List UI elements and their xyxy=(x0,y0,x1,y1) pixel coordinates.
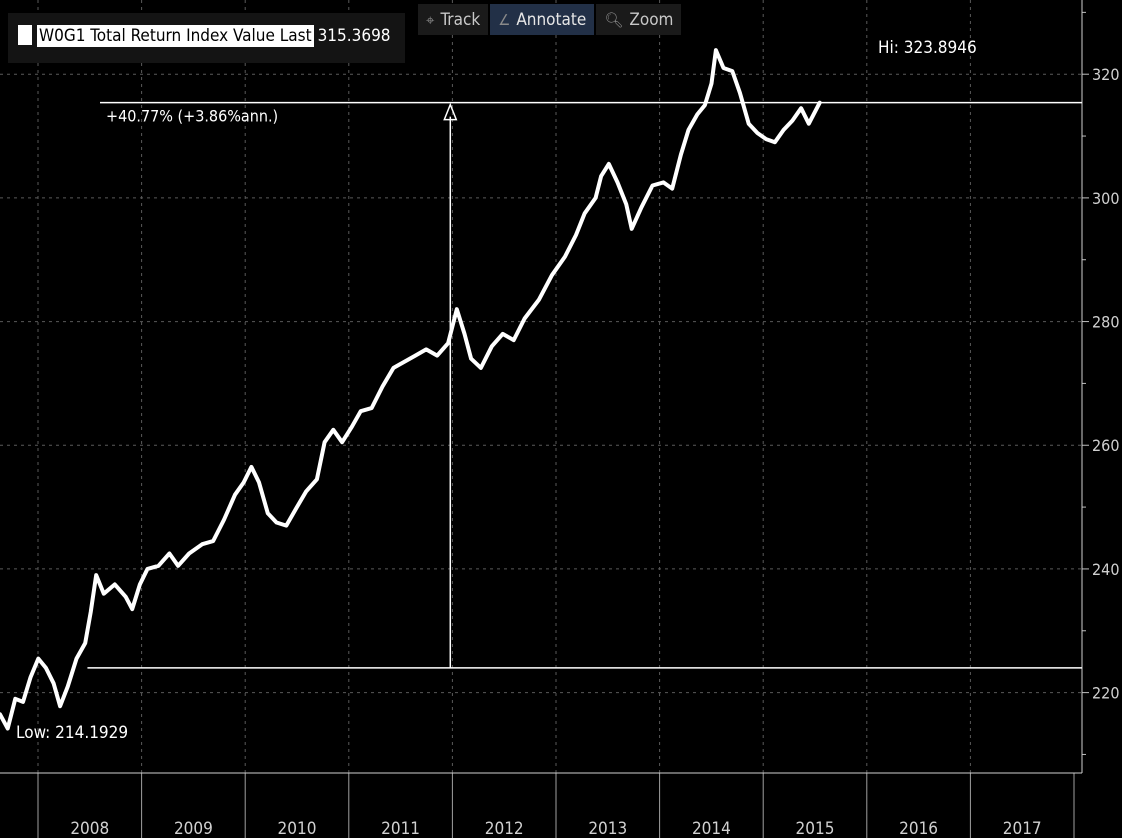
pencil-icon: ∠ xyxy=(498,10,511,29)
x-tick-label-2016: 2016 xyxy=(899,819,938,838)
high-label: Hi: 323.8946 xyxy=(878,38,977,58)
legend: W0G1 Total Return Index Value Last 315.3… xyxy=(8,13,405,63)
zoom-button[interactable]: 🔍︎ Zoom xyxy=(596,4,682,35)
grid-layer xyxy=(0,0,1082,773)
x-tick-label-2015: 2015 xyxy=(796,819,835,838)
x-tick-label-2014: 2014 xyxy=(692,819,731,838)
y-tick-label-300: 300 xyxy=(1092,189,1119,208)
y-tick-label-320: 320 xyxy=(1092,65,1119,84)
legend-last-value: 315.3698 xyxy=(317,26,391,46)
y-tick-label-280: 280 xyxy=(1092,313,1119,332)
x-tick-label-2010: 2010 xyxy=(278,819,317,838)
x-tick-label-2017: 2017 xyxy=(1003,819,1042,838)
y-tick-label-260: 260 xyxy=(1092,436,1119,455)
legend-series-name: W0G1 Total Return Index Value Last xyxy=(37,25,314,47)
crosshair-icon: ⌖ xyxy=(426,10,435,29)
x-tick-label-2013: 2013 xyxy=(588,819,627,838)
change-arrow-head xyxy=(443,102,458,121)
zoom-label: Zoom xyxy=(629,9,674,30)
x-tick-label-2009: 2009 xyxy=(174,819,213,838)
low-label: Low: 214.1929 xyxy=(16,723,128,743)
track-button[interactable]: ⌖ Track xyxy=(418,4,489,35)
series-line xyxy=(0,48,822,731)
label-layer: +40.77% (+3.86%ann.) Hi: 323.8946 Low: 214… xyxy=(16,38,977,743)
x-tick-label-2011: 2011 xyxy=(381,819,420,838)
annotation-layer xyxy=(87,101,1082,669)
track-label: Track xyxy=(440,9,481,30)
y-tick-label-220: 220 xyxy=(1092,684,1119,703)
annotate-button[interactable]: ∠ Annotate xyxy=(490,4,595,35)
y-tick-label-240: 240 xyxy=(1092,560,1119,579)
legend-swatch xyxy=(18,25,32,45)
magnifier-icon: 🔍︎ xyxy=(604,10,624,29)
chart-toolbar: ⌖ Track ∠ Annotate 🔍︎ Zoom xyxy=(418,3,682,36)
x-tick-label-2008: 2008 xyxy=(70,819,109,838)
series-layer xyxy=(0,48,822,731)
x-tick-label-2012: 2012 xyxy=(485,819,524,838)
change-label: +40.77% (+3.86%ann.) xyxy=(106,107,278,126)
annotate-label: Annotate xyxy=(516,9,587,30)
